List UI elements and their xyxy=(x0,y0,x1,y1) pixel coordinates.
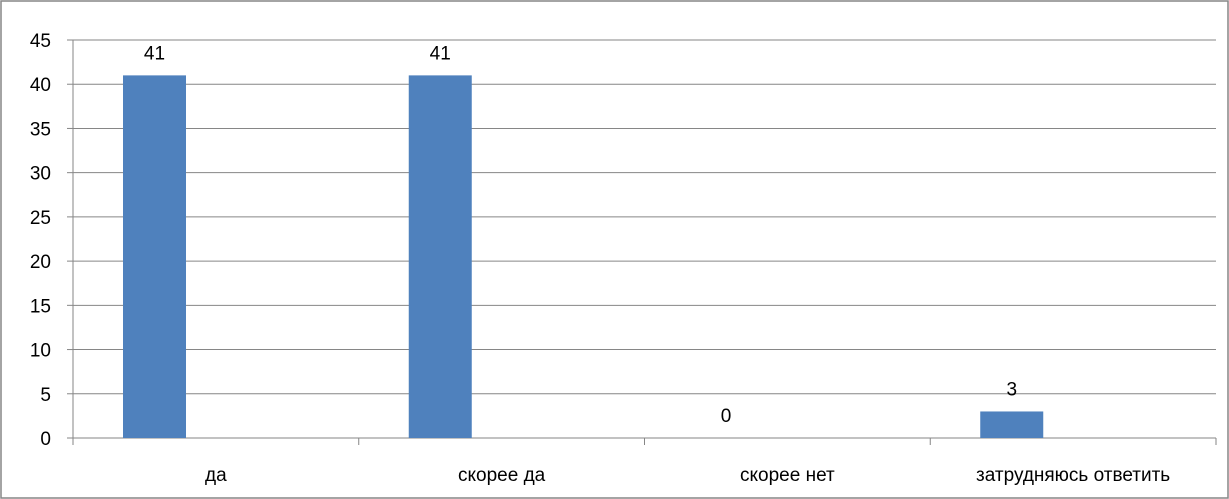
y-tick-label: 45 xyxy=(30,31,51,52)
y-tick-label: 30 xyxy=(30,164,51,185)
bar xyxy=(408,75,472,438)
data-labels: 41 41 0 3 xyxy=(144,43,1017,427)
y-tick-label: 40 xyxy=(30,75,51,96)
data-label: 41 xyxy=(430,43,451,64)
x-tick-label: скорее да xyxy=(458,465,546,486)
y-tick-label: 35 xyxy=(30,119,51,140)
y-tick-label: 25 xyxy=(30,208,51,229)
data-label: 0 xyxy=(721,406,732,427)
data-label: 3 xyxy=(1006,379,1017,400)
bars xyxy=(123,75,1044,438)
y-tick-label: 0 xyxy=(40,429,51,450)
y-tick-label: 20 xyxy=(30,252,51,273)
data-label: 41 xyxy=(144,43,165,64)
bar xyxy=(123,75,186,438)
x-tick-label: скорее нет xyxy=(740,465,835,486)
bar xyxy=(980,411,1044,438)
y-tick-label: 5 xyxy=(40,385,51,406)
x-tick-label: затрудняюсь ответить xyxy=(976,465,1170,486)
y-tick-label: 10 xyxy=(30,341,51,362)
y-tick-label: 15 xyxy=(30,296,51,317)
gridlines xyxy=(73,39,1216,395)
x-tick-label: да xyxy=(205,465,227,486)
